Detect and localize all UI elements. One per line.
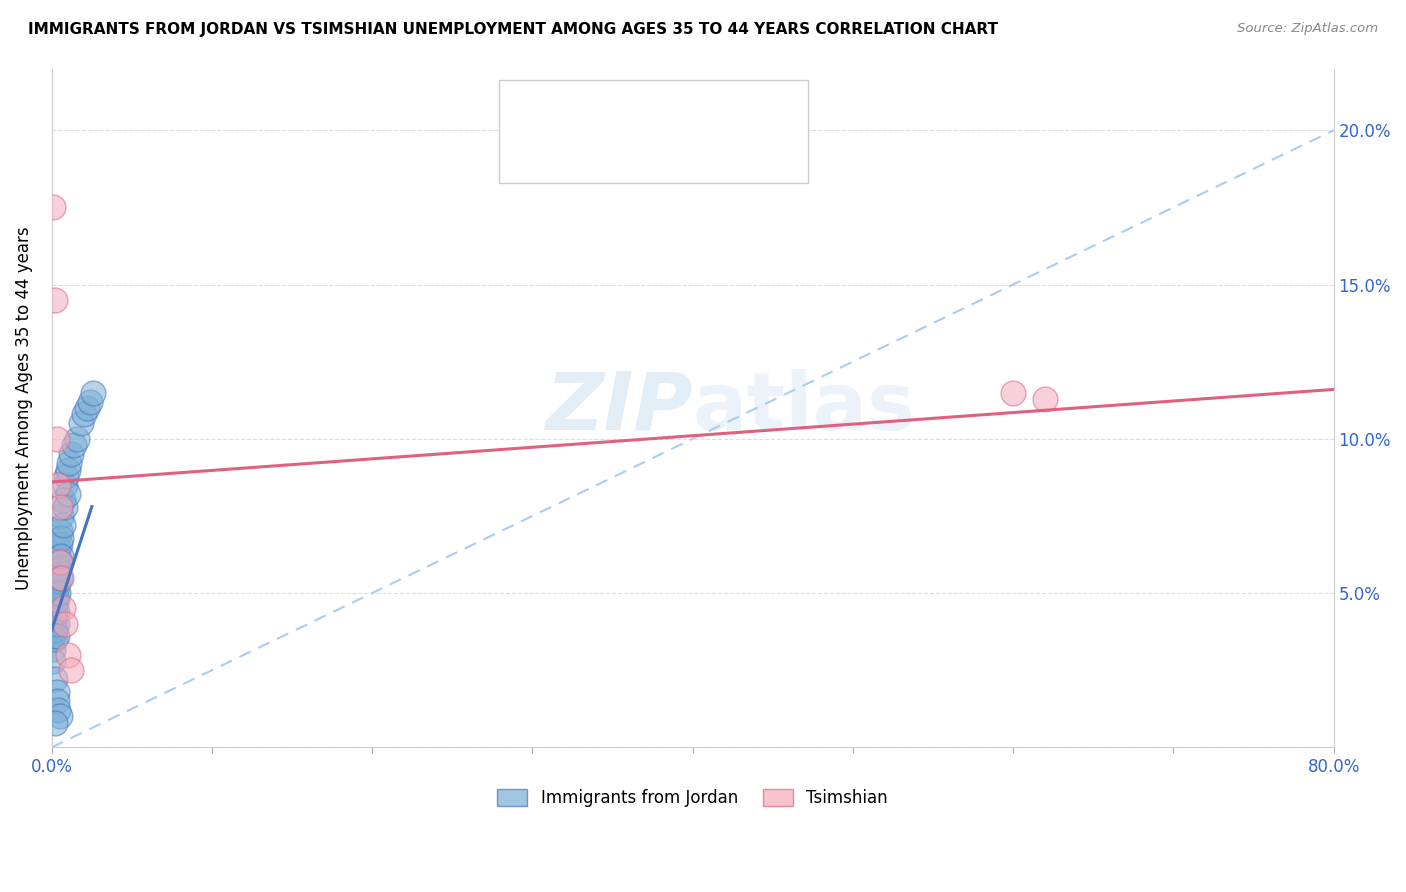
Point (45, 592, 67, 607)
Point (49, 537, 72, 551)
Text: R =: R = (564, 99, 592, 114)
Point (42, 629, 65, 643)
Point (1033, 392, 1056, 406)
Point (59, 447, 82, 461)
Point (46, 549, 69, 563)
Point (42, 200, 65, 214)
Text: N =: N = (697, 99, 725, 114)
Text: N =: N = (697, 149, 725, 164)
Point (49, 571, 72, 585)
Point (55, 468, 77, 483)
Point (56, 648, 79, 662)
Point (51, 508, 73, 523)
Point (45, 555, 67, 569)
Point (63, 438, 86, 452)
Point (52, 518, 75, 533)
Point (44, 592, 66, 607)
FancyBboxPatch shape (499, 80, 808, 183)
Text: Source: ZipAtlas.com: Source: ZipAtlas.com (1237, 22, 1378, 36)
Point (69, 417, 91, 431)
Point (42, 616, 65, 631)
Point (49, 555, 72, 569)
Point (79, 394, 101, 409)
Text: 0.278: 0.278 (613, 149, 662, 164)
Point (45, 685, 67, 699)
Point (51, 531, 73, 545)
FancyBboxPatch shape (509, 91, 548, 123)
Point (49, 555, 72, 569)
Point (46, 586, 69, 600)
Point (44, 586, 66, 600)
Point (44, 293, 66, 307)
Point (42, 599, 65, 613)
Point (46, 540, 69, 554)
Point (52, 493, 75, 508)
Point (42, 586, 65, 600)
Legend: Immigrants from Jordan, Tsimshian: Immigrants from Jordan, Tsimshian (491, 782, 894, 814)
Point (44, 611, 66, 625)
Point (59, 663, 82, 677)
FancyBboxPatch shape (509, 140, 548, 173)
Point (82, 385, 104, 400)
Point (42, 654, 65, 668)
Point (52, 601, 75, 615)
Point (53, 478, 76, 492)
Point (42, 623, 65, 637)
Point (42, 611, 65, 625)
Text: ZIP: ZIP (546, 369, 693, 447)
Point (44, 715, 66, 730)
Text: 0.172: 0.172 (613, 99, 662, 114)
Point (49, 709, 72, 723)
Point (49, 524, 72, 539)
Point (45, 561, 67, 575)
Point (44, 623, 66, 637)
Point (44, 632, 66, 647)
Point (45, 580, 67, 594)
Point (44, 605, 66, 619)
Text: atlas: atlas (693, 369, 915, 447)
Point (45, 432, 67, 446)
Point (56, 463, 79, 477)
Point (53, 500, 76, 514)
Text: R =: R = (564, 149, 592, 164)
Point (66, 432, 89, 446)
Text: 13: 13 (744, 149, 765, 164)
Point (42, 605, 65, 619)
Point (44, 599, 66, 613)
Point (45, 567, 67, 582)
Point (1002, 385, 1025, 400)
Point (44, 571, 66, 585)
Point (46, 574, 69, 588)
Point (56, 487, 79, 501)
Text: IMMIGRANTS FROM JORDAN VS TSIMSHIAN UNEMPLOYMENT AMONG AGES 35 TO 44 YEARS CORRE: IMMIGRANTS FROM JORDAN VS TSIMSHIAN UNEM… (28, 22, 998, 37)
Point (45, 694, 67, 708)
Point (42, 592, 65, 607)
Point (46, 478, 69, 492)
Point (46, 561, 69, 575)
Point (49, 500, 72, 514)
Point (45, 605, 67, 619)
Point (58, 457, 80, 471)
Point (51, 571, 73, 585)
Point (44, 580, 66, 594)
Point (73, 407, 96, 421)
Point (45, 616, 67, 631)
Point (44, 673, 66, 687)
Point (76, 401, 98, 415)
Point (51, 549, 73, 563)
Point (42, 641, 65, 656)
Text: 61: 61 (744, 99, 765, 114)
Y-axis label: Unemployment Among Ages 35 to 44 years: Unemployment Among Ages 35 to 44 years (15, 226, 32, 590)
Point (46, 703, 69, 717)
Point (53, 616, 76, 631)
Point (45, 629, 67, 643)
